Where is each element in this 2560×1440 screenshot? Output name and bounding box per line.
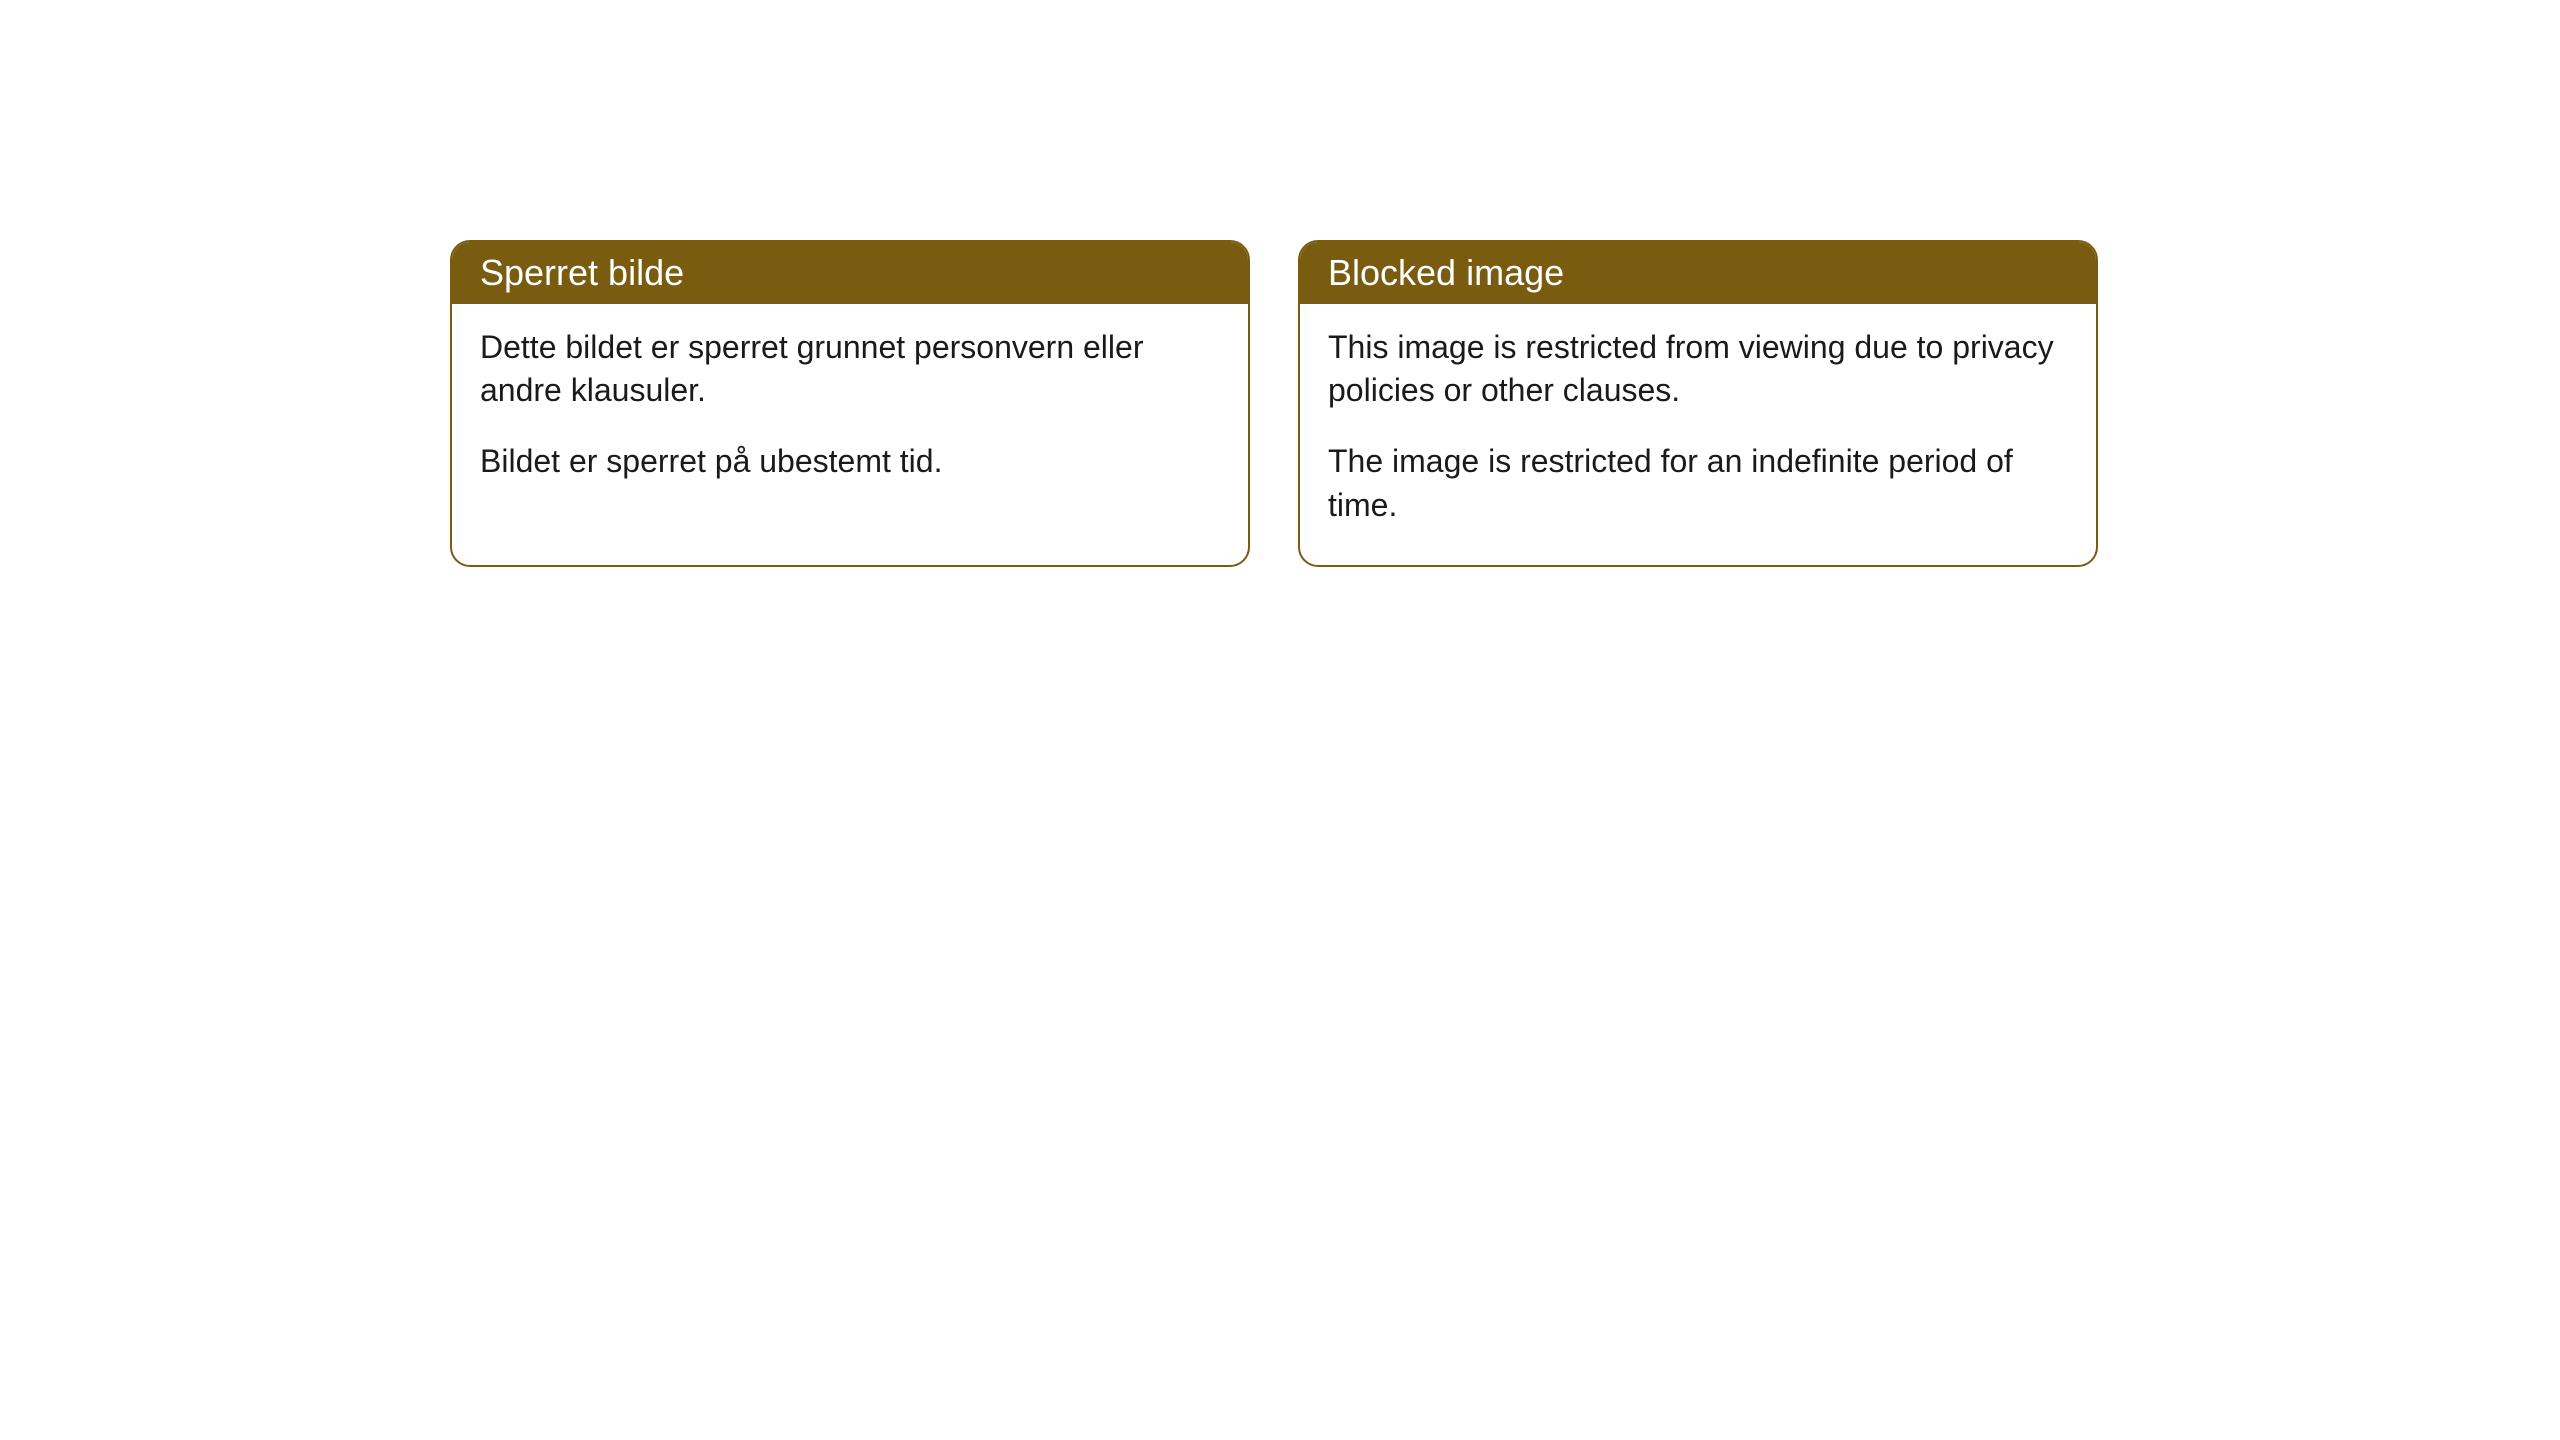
card-paragraph-2: Bildet er sperret på ubestemt tid. — [480, 440, 1220, 483]
card-paragraph-1: Dette bildet er sperret grunnet personve… — [480, 326, 1220, 412]
card-paragraph-1: This image is restricted from viewing du… — [1328, 326, 2068, 412]
card-title: Blocked image — [1328, 252, 1564, 293]
card-paragraph-2: The image is restricted for an indefinit… — [1328, 440, 2068, 526]
card-header: Sperret bilde — [452, 242, 1248, 304]
card-header: Blocked image — [1300, 242, 2096, 304]
card-body: Dette bildet er sperret grunnet personve… — [452, 304, 1248, 522]
card-body: This image is restricted from viewing du… — [1300, 304, 2096, 565]
blocked-image-card-english: Blocked image This image is restricted f… — [1298, 240, 2098, 567]
card-title: Sperret bilde — [480, 252, 684, 293]
cards-container: Sperret bilde Dette bildet er sperret gr… — [0, 0, 2560, 567]
blocked-image-card-norwegian: Sperret bilde Dette bildet er sperret gr… — [450, 240, 1250, 567]
